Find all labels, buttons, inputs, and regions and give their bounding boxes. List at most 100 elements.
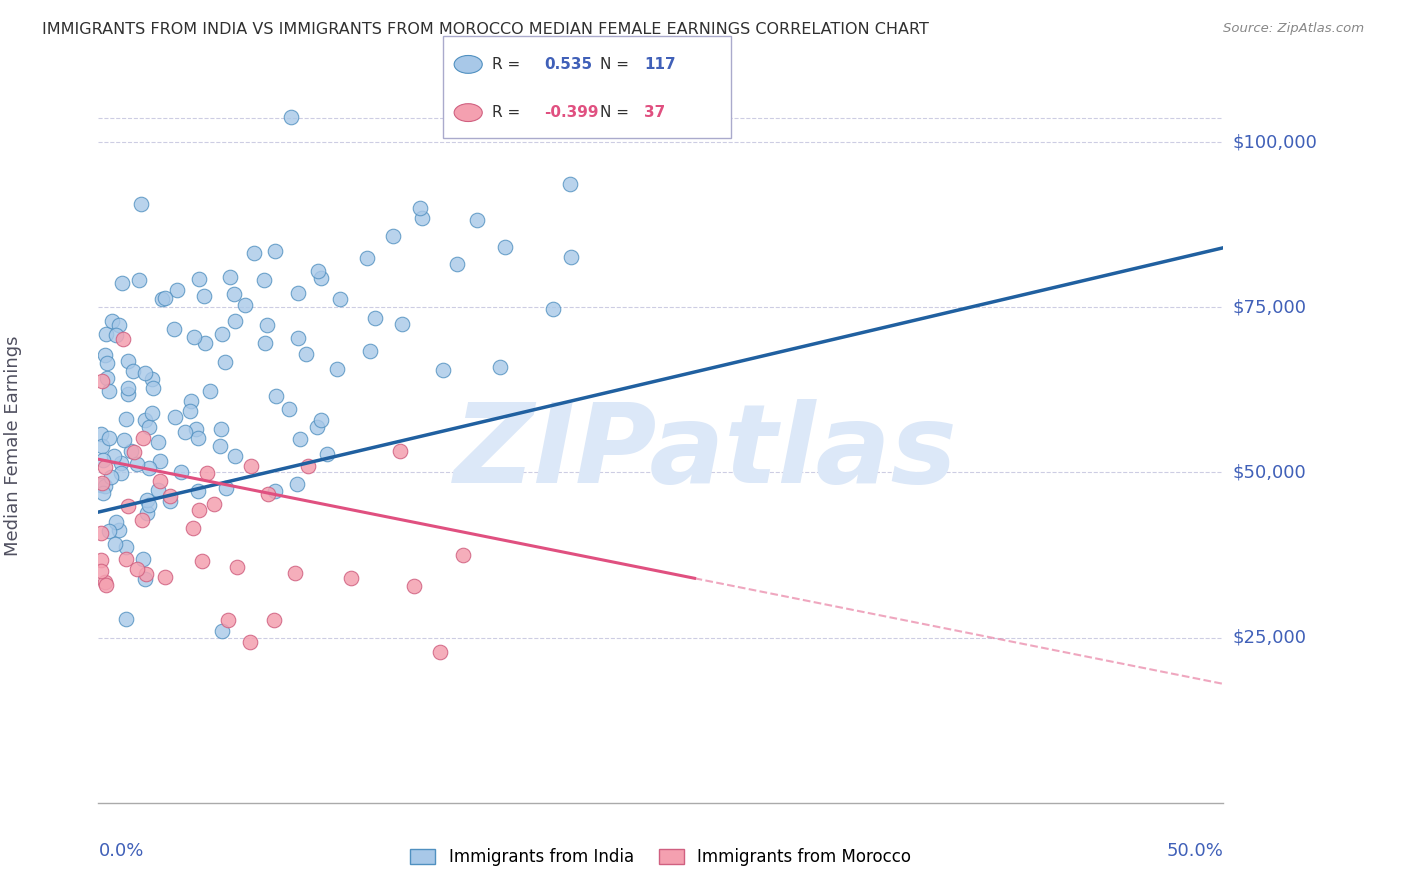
Text: R =: R =: [492, 57, 520, 72]
Point: [211, 624, 233, 638]
Point: [243, 246, 266, 260]
Point: [311, 271, 333, 285]
Point: [115, 552, 138, 566]
Point: [90, 476, 112, 491]
Point: [108, 318, 131, 333]
Point: [166, 283, 188, 297]
Point: [239, 635, 262, 649]
Point: [215, 481, 238, 495]
Point: [146, 434, 169, 449]
Point: [138, 498, 160, 512]
Point: [198, 384, 221, 398]
Point: [187, 483, 209, 498]
Point: [134, 413, 156, 427]
Point: [111, 276, 134, 290]
Point: [264, 484, 287, 499]
Point: [287, 285, 309, 300]
Text: IMMIGRANTS FROM INDIA VS IMMIGRANTS FROM MOROCCO MEDIAN FEMALE EARNINGS CORRELAT: IMMIGRANTS FROM INDIA VS IMMIGRANTS FROM…: [42, 22, 929, 37]
Point: [183, 330, 205, 344]
Point: [187, 272, 209, 286]
Point: [134, 367, 156, 381]
Point: [222, 286, 245, 301]
Point: [122, 364, 145, 378]
Point: [117, 381, 139, 395]
Point: [117, 499, 139, 513]
Point: [127, 562, 149, 576]
Point: [163, 322, 186, 336]
Point: [127, 457, 149, 471]
Point: [264, 389, 287, 403]
Point: [153, 292, 176, 306]
Point: [97, 524, 120, 539]
Point: [263, 244, 285, 258]
Point: [91, 453, 114, 467]
Point: [134, 572, 156, 586]
Point: [110, 456, 132, 470]
Point: [159, 493, 181, 508]
Point: [90, 427, 112, 442]
Point: [288, 432, 311, 446]
Point: [465, 212, 488, 227]
Point: [191, 553, 214, 567]
Point: [672, 95, 695, 110]
Point: [253, 273, 276, 287]
Point: [217, 613, 239, 627]
Point: [315, 447, 337, 461]
Point: [277, 401, 299, 416]
Point: [202, 497, 225, 511]
Point: [103, 449, 125, 463]
Point: [153, 570, 176, 584]
Point: [117, 354, 139, 368]
Point: [488, 360, 510, 375]
Point: [149, 454, 172, 468]
Point: [184, 422, 207, 436]
Point: [115, 541, 138, 555]
Point: [142, 381, 165, 395]
Point: [90, 565, 112, 579]
Text: ZIPatlas: ZIPatlas: [454, 399, 957, 506]
Text: 50.0%: 50.0%: [1167, 842, 1223, 861]
Legend: Immigrants from India, Immigrants from Morocco: Immigrants from India, Immigrants from M…: [411, 847, 911, 866]
Point: [97, 384, 120, 398]
Point: [104, 328, 127, 343]
Point: [284, 566, 307, 580]
Point: [124, 445, 146, 459]
Point: [186, 431, 208, 445]
Point: [328, 292, 350, 306]
Point: [163, 410, 186, 425]
Point: [112, 433, 135, 447]
Point: [150, 292, 173, 306]
Point: [253, 336, 276, 351]
Point: [381, 228, 404, 243]
Text: 37: 37: [644, 105, 665, 120]
Point: [96, 371, 118, 385]
Point: [409, 202, 432, 216]
Point: [129, 197, 152, 211]
Point: [188, 503, 211, 517]
Text: $25,000: $25,000: [1232, 629, 1306, 647]
Point: [256, 318, 278, 332]
Text: Median Female Earnings: Median Female Earnings: [4, 335, 22, 557]
Text: N =: N =: [600, 57, 630, 72]
Point: [257, 487, 280, 501]
Point: [239, 458, 262, 473]
Point: [307, 264, 329, 278]
Point: [120, 444, 142, 458]
Point: [364, 310, 387, 325]
Point: [148, 474, 170, 488]
Point: [100, 470, 122, 484]
Point: [96, 326, 118, 341]
Point: [169, 465, 191, 479]
Point: [141, 406, 163, 420]
Point: [391, 317, 413, 331]
Point: [148, 483, 170, 498]
Point: [195, 466, 218, 480]
Point: [325, 362, 347, 376]
Point: [107, 524, 129, 538]
Point: [297, 458, 319, 473]
Point: [136, 506, 159, 520]
Point: [402, 579, 425, 593]
Point: [104, 537, 127, 551]
Point: [340, 571, 363, 585]
Point: [226, 560, 249, 574]
